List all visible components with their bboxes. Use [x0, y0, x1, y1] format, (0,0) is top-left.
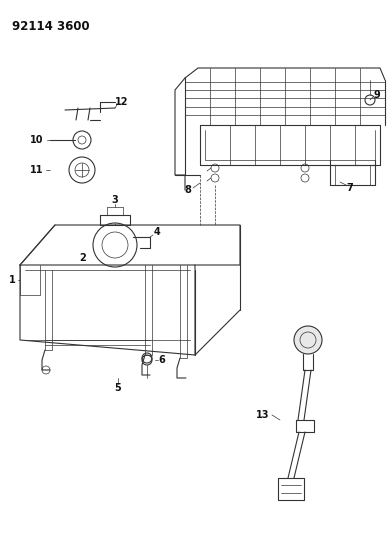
Text: 11: 11: [30, 165, 44, 175]
Text: 3: 3: [112, 195, 118, 205]
Circle shape: [294, 326, 322, 354]
Text: 8: 8: [184, 185, 191, 195]
Text: 1: 1: [9, 275, 16, 285]
Text: 9: 9: [373, 90, 380, 100]
Text: 2: 2: [80, 253, 86, 263]
Text: 13: 13: [256, 410, 270, 420]
Text: 5: 5: [115, 383, 121, 393]
Text: 7: 7: [347, 183, 353, 193]
Text: 10: 10: [30, 135, 44, 145]
Text: 6: 6: [159, 355, 165, 365]
Text: 4: 4: [154, 227, 160, 237]
Text: 92114 3600: 92114 3600: [12, 20, 89, 33]
Text: 12: 12: [115, 97, 129, 107]
